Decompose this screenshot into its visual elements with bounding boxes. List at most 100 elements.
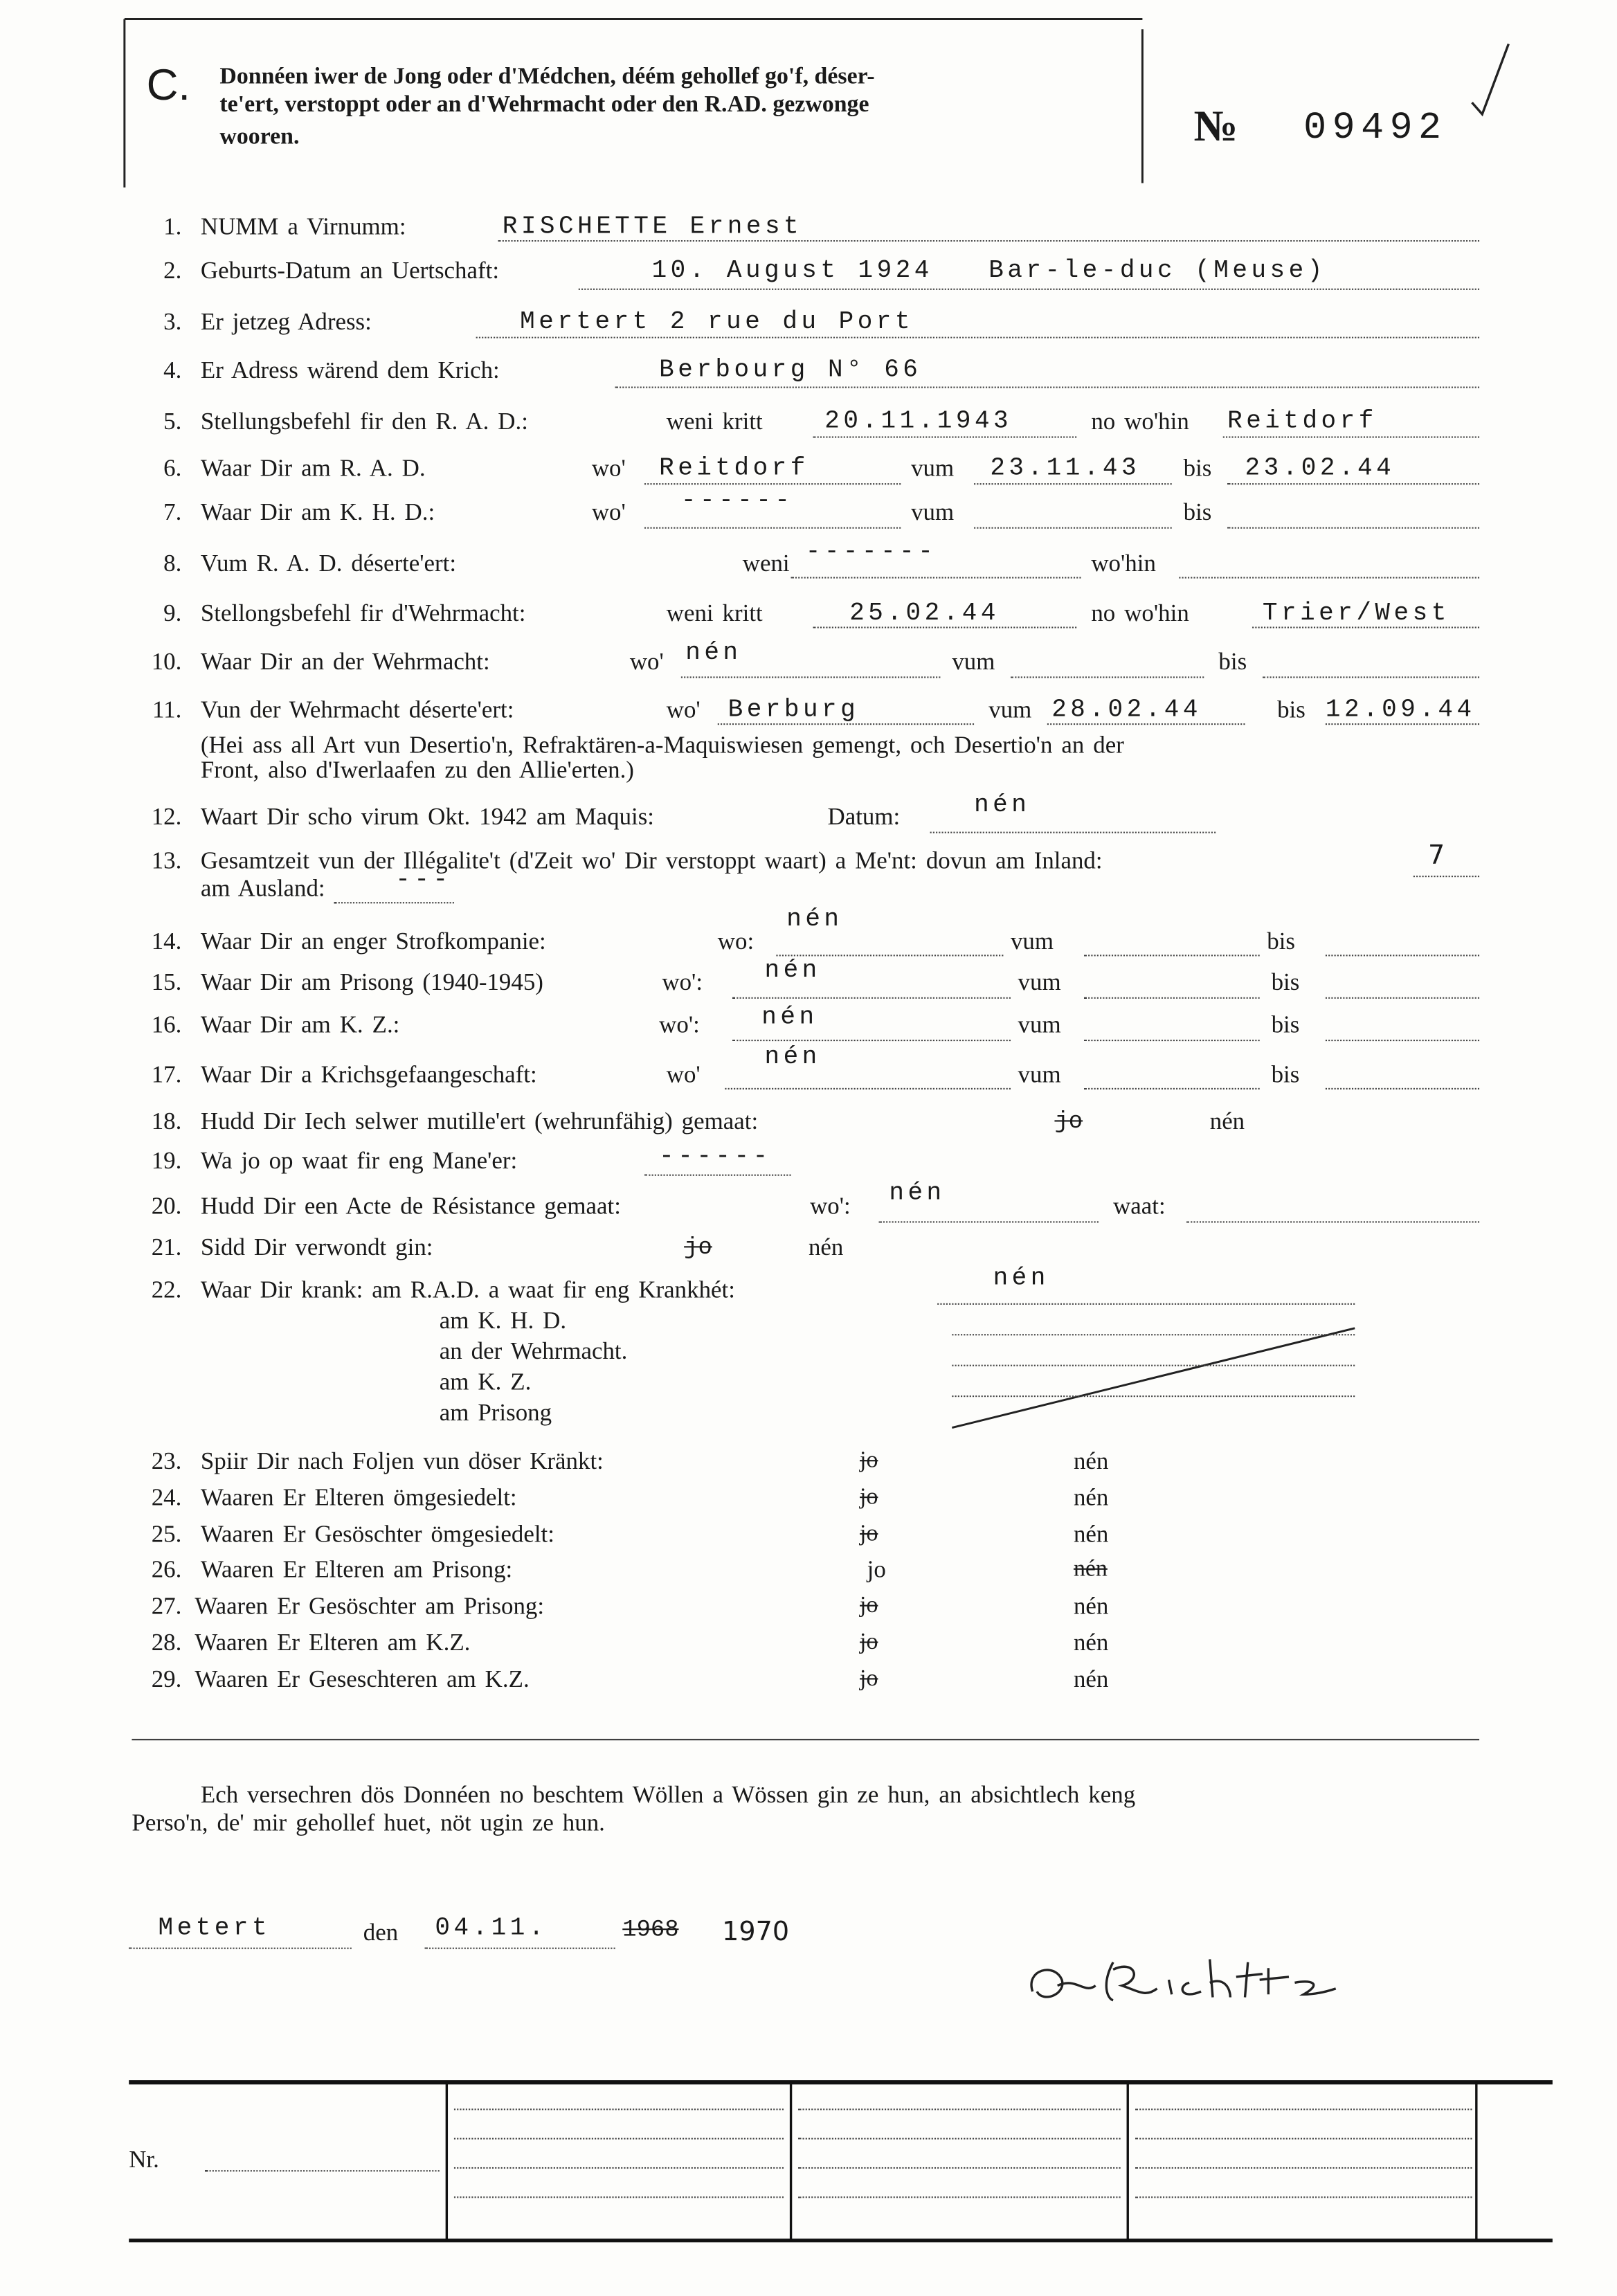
item-number: 26. <box>151 1555 182 1583</box>
field-label: nén <box>1073 1665 1109 1693</box>
item-number: 6. <box>163 453 182 482</box>
field-label: bis <box>1183 498 1212 526</box>
item-number: 16. <box>151 1010 182 1038</box>
dotted-line <box>791 577 1081 579</box>
dotted-line <box>453 2167 784 2169</box>
field-label: wo': <box>810 1192 851 1220</box>
dotted-line <box>1083 1040 1260 1042</box>
field-value: jo <box>1054 1108 1083 1135</box>
field-label: (Hei ass all Art vun Desertio'n, Refrakt… <box>200 730 1124 759</box>
field-label: vum <box>1010 927 1054 955</box>
field-label: nén <box>1073 1483 1109 1512</box>
dotted-line <box>1179 577 1480 579</box>
item-number: 11. <box>152 695 182 724</box>
dotted-line <box>680 676 941 678</box>
dotted-line <box>453 2137 784 2140</box>
field-label: bis <box>1271 1010 1300 1038</box>
field-label: waat: <box>1113 1192 1166 1220</box>
field-value: Reitdorf <box>1227 408 1377 437</box>
dotted-line <box>1010 676 1204 678</box>
dotted-line <box>424 1947 615 1949</box>
item-label: Waart Dir scho virum Okt. 1942 am Maquis… <box>200 802 655 831</box>
dotted-line <box>1222 436 1480 438</box>
field-value: --- <box>395 867 452 895</box>
dotted-line <box>1083 997 1260 999</box>
dotted-line <box>952 1334 1355 1336</box>
field-label: bis <box>1271 968 1300 996</box>
item-number: 7. <box>163 498 182 526</box>
dotted-line <box>798 2108 1121 2110</box>
field-label: jo <box>860 1521 878 1546</box>
dotted-line <box>813 626 1077 629</box>
dotted-line <box>1047 723 1245 725</box>
dotted-line <box>1083 955 1260 957</box>
dotted-line <box>937 1303 1355 1305</box>
field-label: nén <box>1073 1591 1109 1620</box>
field-value: 7 <box>1428 840 1445 871</box>
field-value: ------ <box>680 487 794 516</box>
dotted-line <box>334 902 454 904</box>
item-label: Waaren Er Elteren am K.Z. <box>195 1628 471 1656</box>
dotted-line <box>498 239 1480 242</box>
item-label: Waar Dir am K. Z.: <box>200 1010 400 1038</box>
field-label: jo <box>860 1666 878 1692</box>
field-value: Berburg <box>728 696 860 725</box>
item-number: 29. <box>151 1665 182 1693</box>
field-label: wo' <box>666 695 701 724</box>
dotted-line <box>930 831 1216 833</box>
header-text: wooren. <box>219 124 300 150</box>
item-number: 17. <box>151 1060 182 1088</box>
dotted-line <box>1135 2108 1472 2110</box>
dotted-line <box>1252 626 1480 629</box>
dotted-line <box>725 1087 1011 1090</box>
item-label: NUMM a Virnumm: <box>200 212 406 240</box>
field-label: weni kritt <box>666 407 763 435</box>
field-label: nén <box>1073 1447 1109 1475</box>
field-label: am Ausland: <box>200 874 325 903</box>
field-label: wo' <box>591 453 626 482</box>
item-number: 14. <box>151 927 182 955</box>
place: Metert <box>158 1915 271 1944</box>
field-label: jo <box>867 1555 886 1583</box>
nr-label: Nr. <box>129 2145 159 2173</box>
item-label: Gesamtzeit vun der Illégalite't (d'Zeit … <box>200 846 1103 874</box>
item-label: Vum R. A. D. déserte'ert: <box>200 549 457 577</box>
dotted-line <box>1325 997 1480 999</box>
item-label: Er Adress wärend dem Krich: <box>200 356 500 384</box>
field-label: jo <box>860 1593 878 1618</box>
dotted-line <box>878 1221 1099 1223</box>
dotted-line <box>1227 527 1480 529</box>
dotted-line <box>1325 723 1480 725</box>
dotted-line <box>1083 1087 1260 1090</box>
field-label: wo': <box>659 1010 700 1038</box>
field-label: weni <box>742 549 790 577</box>
field-label: Front, also d'Iwerlaafen zu den Allie'er… <box>200 755 634 784</box>
item-label: Stellungsbefehl fir den R. A. D.: <box>200 407 528 435</box>
item-label: Spiir Dir nach Foljen vun döser Kränkt: <box>200 1447 604 1475</box>
date-label: den <box>363 1918 399 1946</box>
field-label: jo <box>860 1448 878 1474</box>
form-number: 09492 <box>1303 105 1447 150</box>
field-value: nén <box>993 1265 1049 1293</box>
field-value: 28.02.44 <box>1051 696 1202 725</box>
item-number: 13. <box>151 846 182 874</box>
item-number: 2. <box>163 256 182 284</box>
field-label: bis <box>1277 695 1306 724</box>
dotted-line <box>1262 676 1480 678</box>
field-label: wo' <box>666 1060 701 1088</box>
item-label: Waaren Er Elteren am Prisong: <box>200 1555 513 1583</box>
field-value: Berbourg N° 66 <box>659 357 922 386</box>
declaration-text: Perso'n, de' mir gehollef huet, nöt ugin… <box>132 1808 605 1836</box>
item-label: Stellongsbefehl fir d'Wehrmacht: <box>200 599 526 627</box>
dotted-line <box>732 997 1011 999</box>
dotted-line <box>732 1040 1011 1042</box>
dotted-line <box>1325 1040 1480 1042</box>
dotted-line <box>1325 1087 1480 1090</box>
item-number: 24. <box>151 1483 182 1512</box>
item-label: Er jetzeg Adress: <box>200 307 372 336</box>
field-label: bis <box>1183 453 1212 482</box>
dotted-line <box>129 1947 352 1949</box>
field-label: jo <box>860 1629 878 1655</box>
